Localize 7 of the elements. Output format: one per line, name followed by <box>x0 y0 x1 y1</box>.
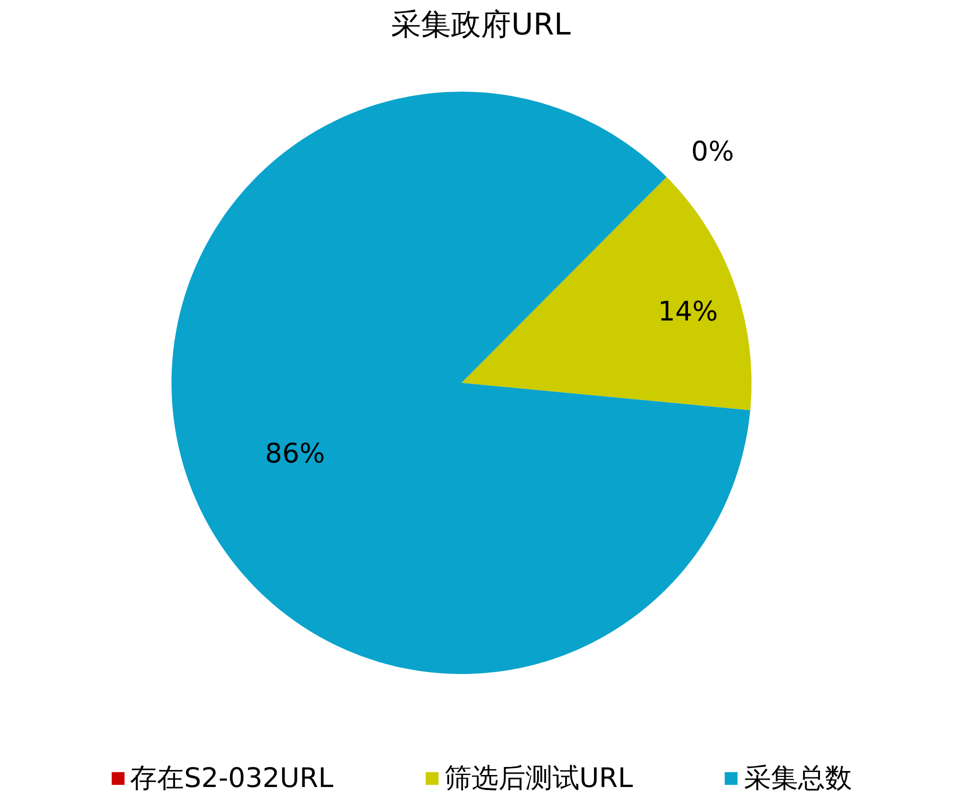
data-label: 14% <box>658 296 718 328</box>
legend-label: 存在S2-032URL <box>130 762 334 796</box>
legend-label: 筛选后测试URL <box>444 762 633 796</box>
data-label: 86% <box>265 438 326 470</box>
text: 0% <box>691 136 734 168</box>
chart-title: 采集政府URL <box>391 8 572 42</box>
legend-label: 采集总数 <box>744 762 852 796</box>
